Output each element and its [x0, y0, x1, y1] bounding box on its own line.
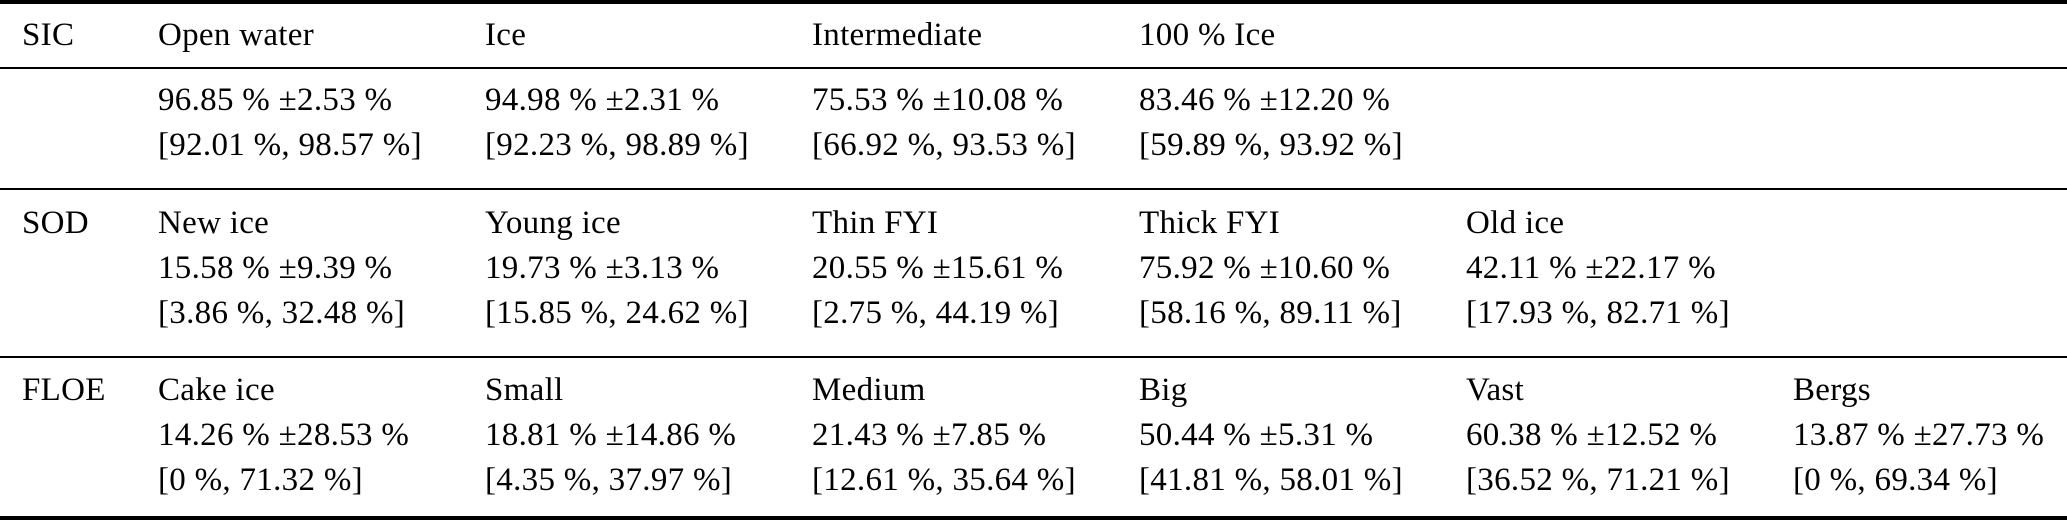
confidence-interval: [3.86 %, 32.48 %]	[158, 295, 406, 331]
confidence-interval: [2.75 %, 44.19 %]	[812, 295, 1060, 331]
accuracy-value: 42.11 % ±22.17 %	[1466, 250, 1716, 286]
class-name: Bergs	[1793, 372, 1871, 408]
floe-cell: Big 50.44 % ±5.31 % [41.81 %, 58.01 %]	[1139, 357, 1466, 518]
sod-cell: Thick FYI 75.92 % ±10.60 % [58.16 %, 89.…	[1139, 189, 1466, 358]
empty-cell	[0, 68, 158, 190]
class-name: Old ice	[1466, 205, 1565, 241]
sic-value-cell: 75.53 % ±10.08 % [66.92 %, 93.53 %]	[812, 68, 1139, 190]
accuracy-value: 50.44 % ±5.31 %	[1139, 417, 1374, 453]
class-name: Small	[485, 372, 564, 408]
sic-values-row: 96.85 % ±2.53 % [92.01 %, 98.57 %] 94.98…	[0, 68, 2067, 190]
sic-column-header: Ice	[485, 2, 812, 69]
confidence-interval: [36.52 %, 71.21 %]	[1466, 462, 1730, 498]
accuracy-value: 60.38 % ±12.52 %	[1466, 417, 1718, 453]
row-label-sic: SIC	[0, 2, 158, 69]
confidence-interval: [58.16 %, 89.11 %]	[1139, 295, 1402, 331]
confidence-interval: [0 %, 69.34 %]	[1793, 462, 1998, 498]
class-name: Thick FYI	[1139, 205, 1281, 241]
confidence-interval: [66.92 %, 93.53 %]	[812, 127, 1076, 163]
confidence-interval: [4.35 %, 37.97 %]	[485, 462, 733, 498]
sod-cell: Thin FYI 20.55 % ±15.61 % [2.75 %, 44.19…	[812, 189, 1139, 358]
empty-cell	[1466, 2, 1793, 69]
empty-cell	[1466, 68, 1793, 190]
empty-cell	[1793, 189, 2067, 358]
confidence-interval: [92.01 %, 98.57 %]	[158, 127, 422, 163]
empty-cell	[1793, 2, 2067, 69]
confidence-interval: [15.85 %, 24.62 %]	[485, 295, 749, 331]
accuracy-value: 13.87 % ±27.73 %	[1793, 417, 2045, 453]
floe-cell: Medium 21.43 % ±7.85 % [12.61 %, 35.64 %…	[812, 357, 1139, 518]
confidence-interval: [92.23 %, 98.89 %]	[485, 127, 749, 163]
accuracy-value: 20.55 % ±15.61 %	[812, 250, 1064, 286]
sod-cell: Young ice 19.73 % ±3.13 % [15.85 %, 24.6…	[485, 189, 812, 358]
floe-cell: Bergs 13.87 % ±27.73 % [0 %, 69.34 %]	[1793, 357, 2067, 518]
accuracy-value: 18.81 % ±14.86 %	[485, 417, 737, 453]
class-name: Cake ice	[158, 372, 275, 408]
sic-column-header: Open water	[158, 2, 485, 69]
class-name: Big	[1139, 372, 1188, 408]
sic-value-cell: 96.85 % ±2.53 % [92.01 %, 98.57 %]	[158, 68, 485, 190]
row-label-floe: FLOE	[22, 372, 106, 408]
confidence-interval: [0 %, 71.32 %]	[158, 462, 363, 498]
accuracy-value: 75.92 % ±10.60 %	[1139, 250, 1391, 286]
floe-cell: Small 18.81 % ±14.86 % [4.35 %, 37.97 %]	[485, 357, 812, 518]
accuracy-value: 94.98 % ±2.31 %	[485, 82, 720, 118]
confidence-interval: [41.81 %, 58.01 %]	[1139, 462, 1403, 498]
accuracy-value: 19.73 % ±3.13 %	[485, 250, 720, 286]
confidence-interval: [17.93 %, 82.71 %]	[1466, 295, 1730, 331]
sod-row: SOD New ice 15.58 % ±9.39 % [3.86 %, 32.…	[0, 189, 2067, 358]
floe-row: FLOE Cake ice 14.26 % ±28.53 % [0 %, 71.…	[0, 357, 2067, 518]
empty-cell	[1793, 68, 2067, 190]
confidence-interval: [59.89 %, 93.92 %]	[1139, 127, 1403, 163]
class-name: Medium	[812, 372, 926, 408]
sod-cell: Old ice 42.11 % ±22.17 % [17.93 %, 82.71…	[1466, 189, 1793, 358]
confidence-interval: [12.61 %, 35.64 %]	[812, 462, 1076, 498]
accuracy-value: 21.43 % ±7.85 %	[812, 417, 1047, 453]
floe-cell: Cake ice 14.26 % ±28.53 % [0 %, 71.32 %]	[158, 357, 485, 518]
sic-header-row: SIC Open water Ice Intermediate 100 % Ic…	[0, 2, 2067, 69]
accuracy-value: 14.26 % ±28.53 %	[158, 417, 410, 453]
sod-cell: New ice 15.58 % ±9.39 % [3.86 %, 32.48 %…	[158, 189, 485, 358]
class-name: Thin FYI	[812, 205, 939, 241]
accuracy-value: 96.85 % ±2.53 %	[158, 82, 393, 118]
class-name: Young ice	[485, 205, 621, 241]
class-name: Vast	[1466, 372, 1525, 408]
accuracy-value: 83.46 % ±12.20 %	[1139, 82, 1391, 118]
row-label-sod: SOD	[0, 189, 158, 358]
sic-column-header: Intermediate	[812, 2, 1139, 69]
class-name: New ice	[158, 205, 270, 241]
floe-cell: Vast 60.38 % ±12.52 % [36.52 %, 71.21 %]	[1466, 357, 1793, 518]
accuracy-value: 15.58 % ±9.39 %	[158, 250, 393, 286]
accuracy-value: 75.53 % ±10.08 %	[812, 82, 1064, 118]
sic-column-header: 100 % Ice	[1139, 2, 1466, 69]
sic-value-cell: 94.98 % ±2.31 % [92.23 %, 98.89 %]	[485, 68, 812, 190]
sic-value-cell: 83.46 % ±12.20 % [59.89 %, 93.92 %]	[1139, 68, 1466, 190]
